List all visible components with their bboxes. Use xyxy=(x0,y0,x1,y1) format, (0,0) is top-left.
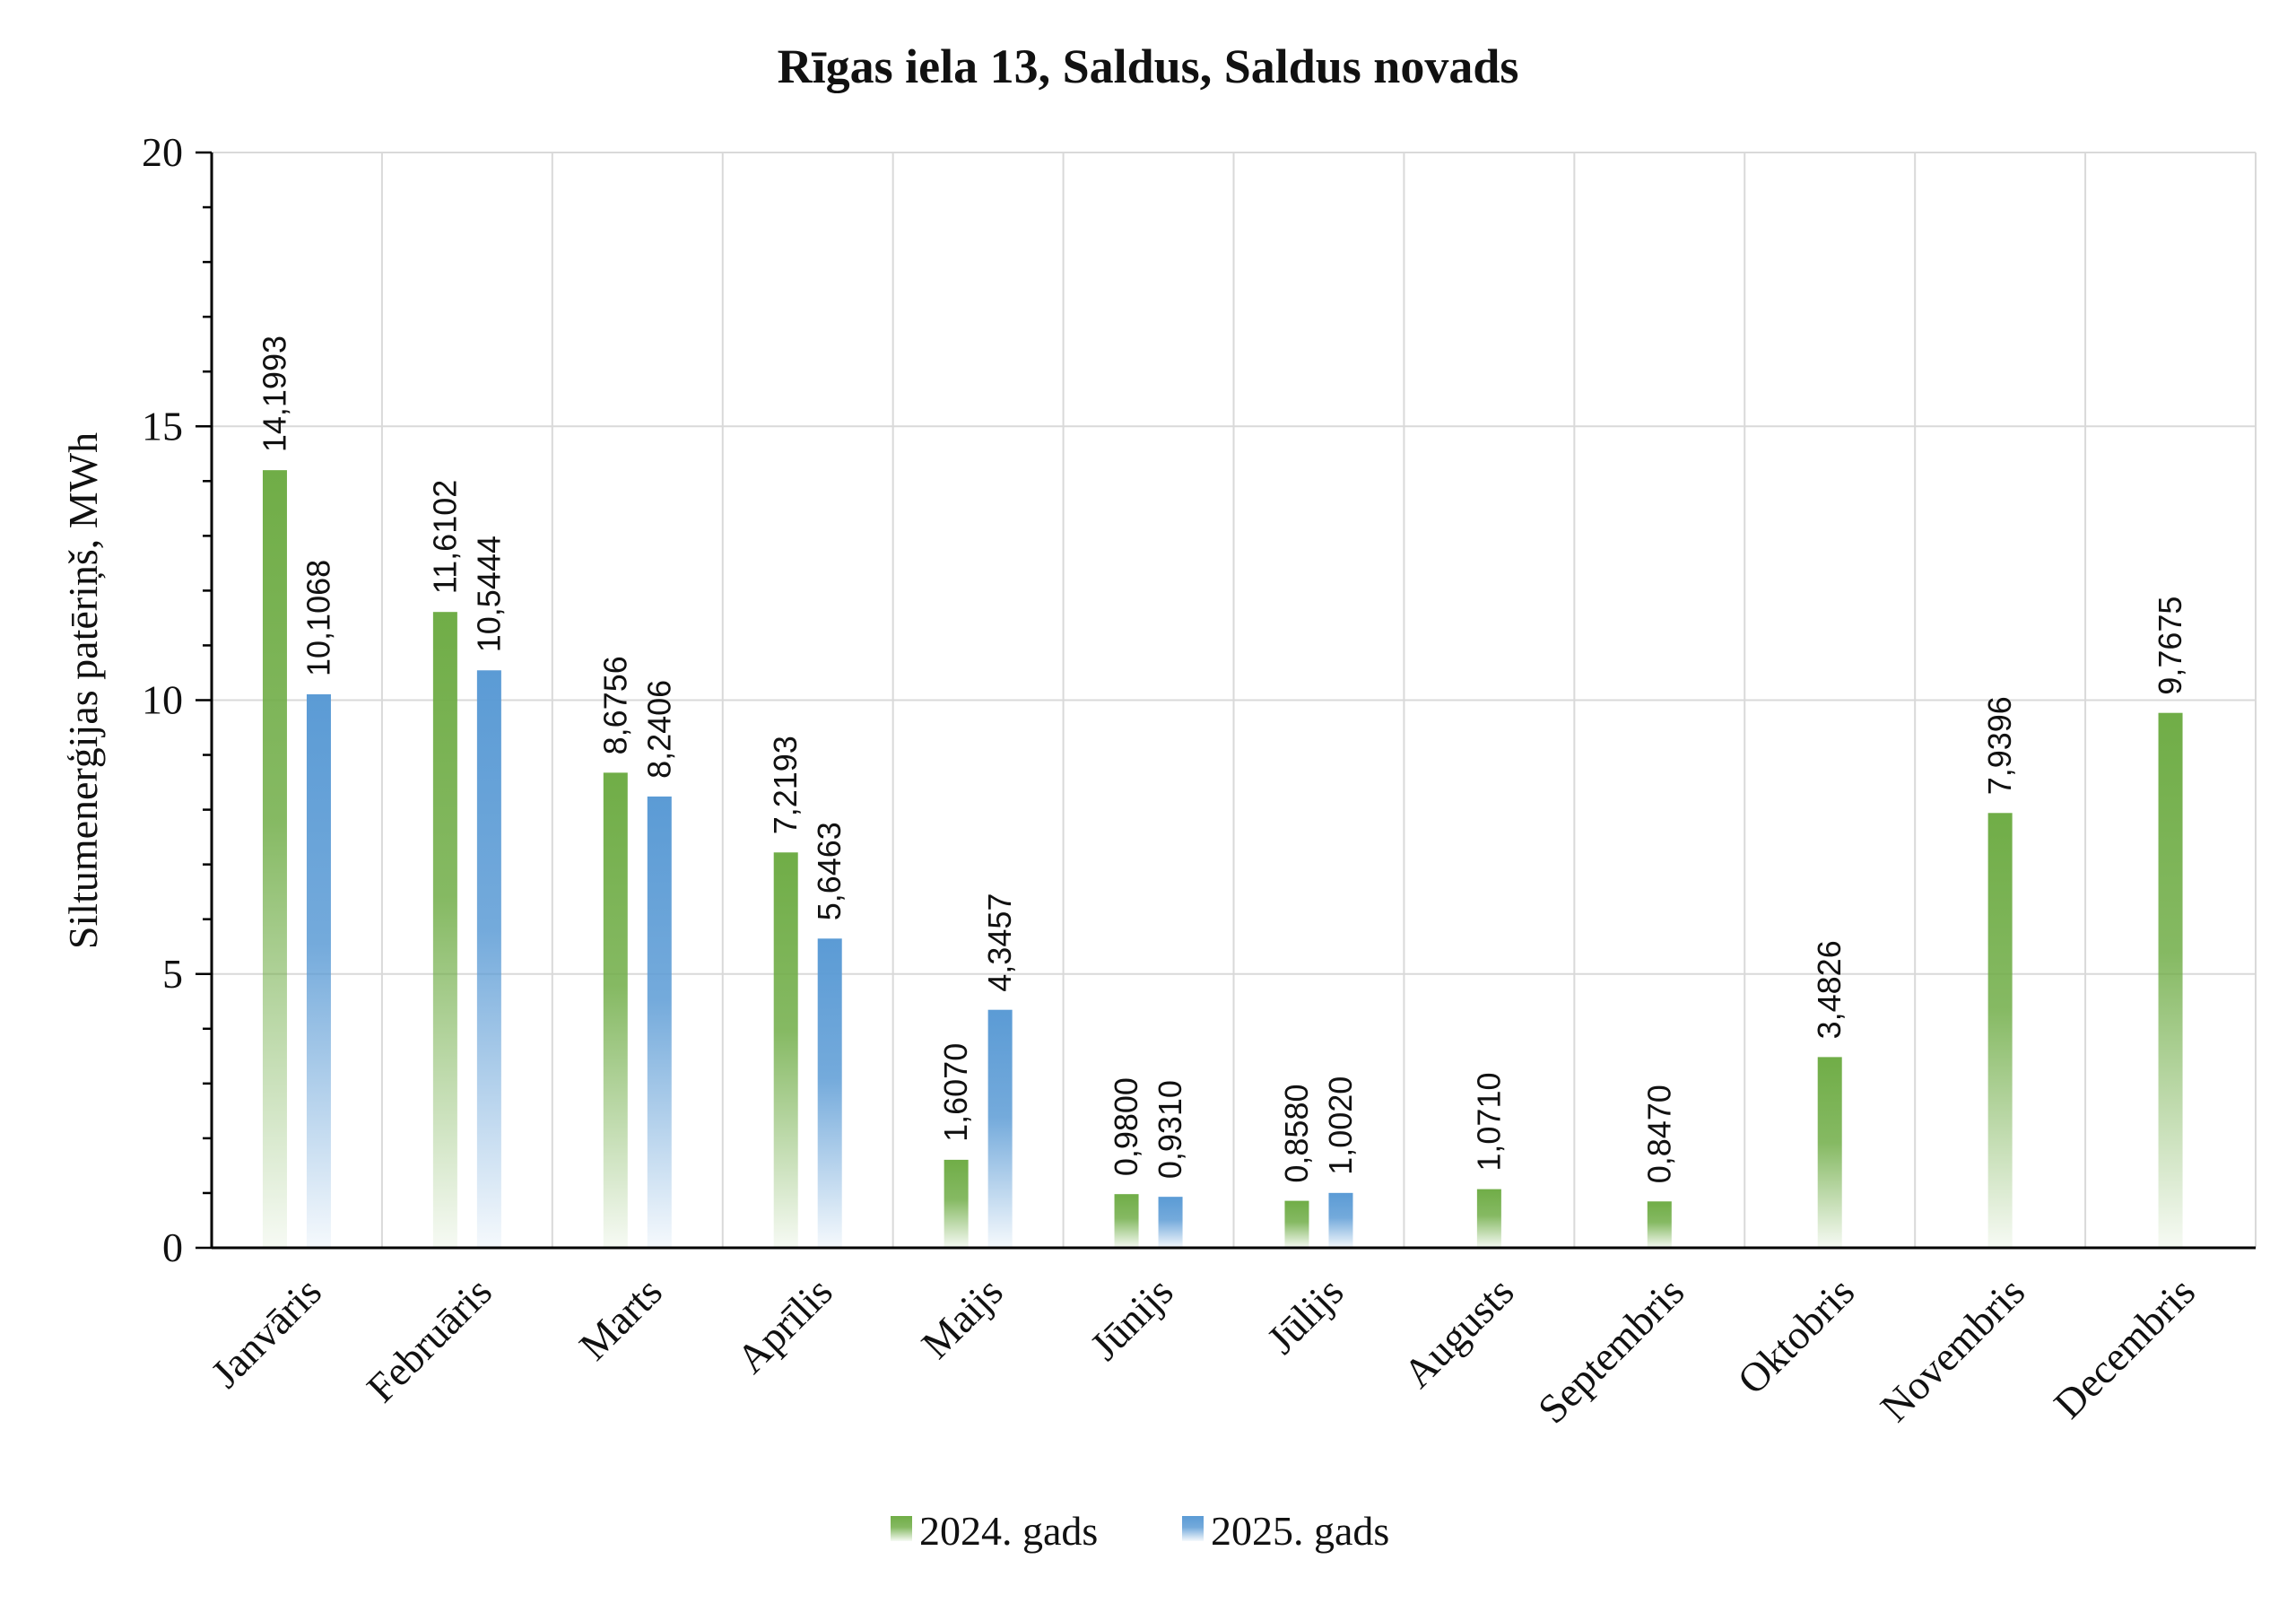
bar-2025-0 xyxy=(306,693,331,1248)
data-label: 1,6070 xyxy=(937,1043,974,1142)
data-label: 10,1068 xyxy=(300,560,336,676)
bar-2024-1 xyxy=(432,612,457,1248)
x-tick-label: Marts xyxy=(570,1268,671,1369)
data-label: 1,0710 xyxy=(1470,1073,1507,1172)
data-label: 5,6463 xyxy=(811,822,848,920)
x-tick-label: Jūlijs xyxy=(1258,1268,1352,1363)
x-tick-label: Septembris xyxy=(1529,1268,1692,1432)
bar-2024-0 xyxy=(262,470,287,1248)
bar-2024-4 xyxy=(944,1159,969,1248)
data-label: 14,1993 xyxy=(256,335,292,452)
bar-2024-11 xyxy=(2158,712,2183,1248)
axes: 0 5 10 15 20 Janvāris Februāris Marts Aprīlis Mai… xyxy=(142,129,2256,1432)
data-label: 3,4826 xyxy=(1811,940,1848,1039)
data-label: 0,8580 xyxy=(1278,1085,1315,1183)
data-label: 0,9310 xyxy=(1152,1080,1188,1179)
legend: 2024. gads 2025. gads xyxy=(891,1508,1389,1554)
x-tick-label: Decembris xyxy=(2045,1268,2204,1427)
data-label: 1,0020 xyxy=(1322,1076,1359,1175)
data-label: 9,7675 xyxy=(2152,597,2188,695)
legend-swatch-2025 xyxy=(1182,1516,1204,1541)
data-label: 0,9800 xyxy=(1108,1077,1144,1176)
data-label: 4,3457 xyxy=(981,893,1018,992)
bar-2024-10 xyxy=(1987,813,2013,1248)
y-tick-label: 15 xyxy=(142,403,183,449)
x-tick-label: Novembris xyxy=(1872,1268,2034,1431)
bar-2025-4 xyxy=(987,1009,1013,1248)
data-label: 0,8470 xyxy=(1640,1085,1677,1183)
x-tick-label: Janvāris xyxy=(202,1268,330,1397)
bar-2025-6 xyxy=(1328,1192,1353,1248)
chart-title: Rīgas iela 13, Saldus, Saldus novads xyxy=(778,39,1519,93)
bar-2024-8 xyxy=(1647,1201,1672,1248)
bar-2024-5 xyxy=(1114,1194,1139,1248)
bars xyxy=(262,470,2183,1248)
y-tick-label: 5 xyxy=(162,951,183,997)
grid-lines xyxy=(212,152,2257,1248)
y-tick-label: 0 xyxy=(162,1224,183,1270)
x-tick-label: Februāris xyxy=(358,1268,500,1411)
legend-label-2025: 2025. gads xyxy=(1211,1508,1389,1554)
y-tick-label: 10 xyxy=(142,677,183,723)
x-tick-label: Aprīlis xyxy=(727,1268,840,1381)
y-tick-label: 20 xyxy=(142,129,183,175)
x-tick-label: Augusts xyxy=(1395,1268,1523,1397)
bar-2025-3 xyxy=(817,938,842,1248)
y-axis-label: Siltumenerģijas patēriņš, MWh xyxy=(60,432,106,949)
data-label: 8,6756 xyxy=(596,656,633,754)
data-labels: 14,1993 10,1068 11,6102 10,5444 8,6756 8,2406… xyxy=(256,335,2188,1183)
x-tick-label: Jūnijs xyxy=(1082,1268,1182,1369)
bar-2024-3 xyxy=(773,852,798,1248)
x-tick-label: Oktobris xyxy=(1728,1268,1863,1403)
data-label: 11,6102 xyxy=(426,480,463,594)
bar-2025-1 xyxy=(476,670,501,1248)
legend-swatch-2024 xyxy=(891,1516,912,1541)
bar-2024-2 xyxy=(603,772,628,1248)
bar-2024-6 xyxy=(1284,1200,1309,1248)
data-label: 7,2193 xyxy=(767,736,804,834)
bar-2024-9 xyxy=(1817,1057,1842,1248)
legend-label-2024: 2024. gads xyxy=(919,1508,1098,1554)
bar-2025-2 xyxy=(647,796,672,1248)
data-label: 8,2406 xyxy=(640,680,677,779)
bar-2024-7 xyxy=(1476,1189,1501,1248)
data-label: 10,5444 xyxy=(470,536,507,652)
x-tick-label: Maijs xyxy=(913,1268,1012,1367)
bar-2025-5 xyxy=(1158,1197,1183,1248)
data-label: 7,9396 xyxy=(1981,696,2018,795)
